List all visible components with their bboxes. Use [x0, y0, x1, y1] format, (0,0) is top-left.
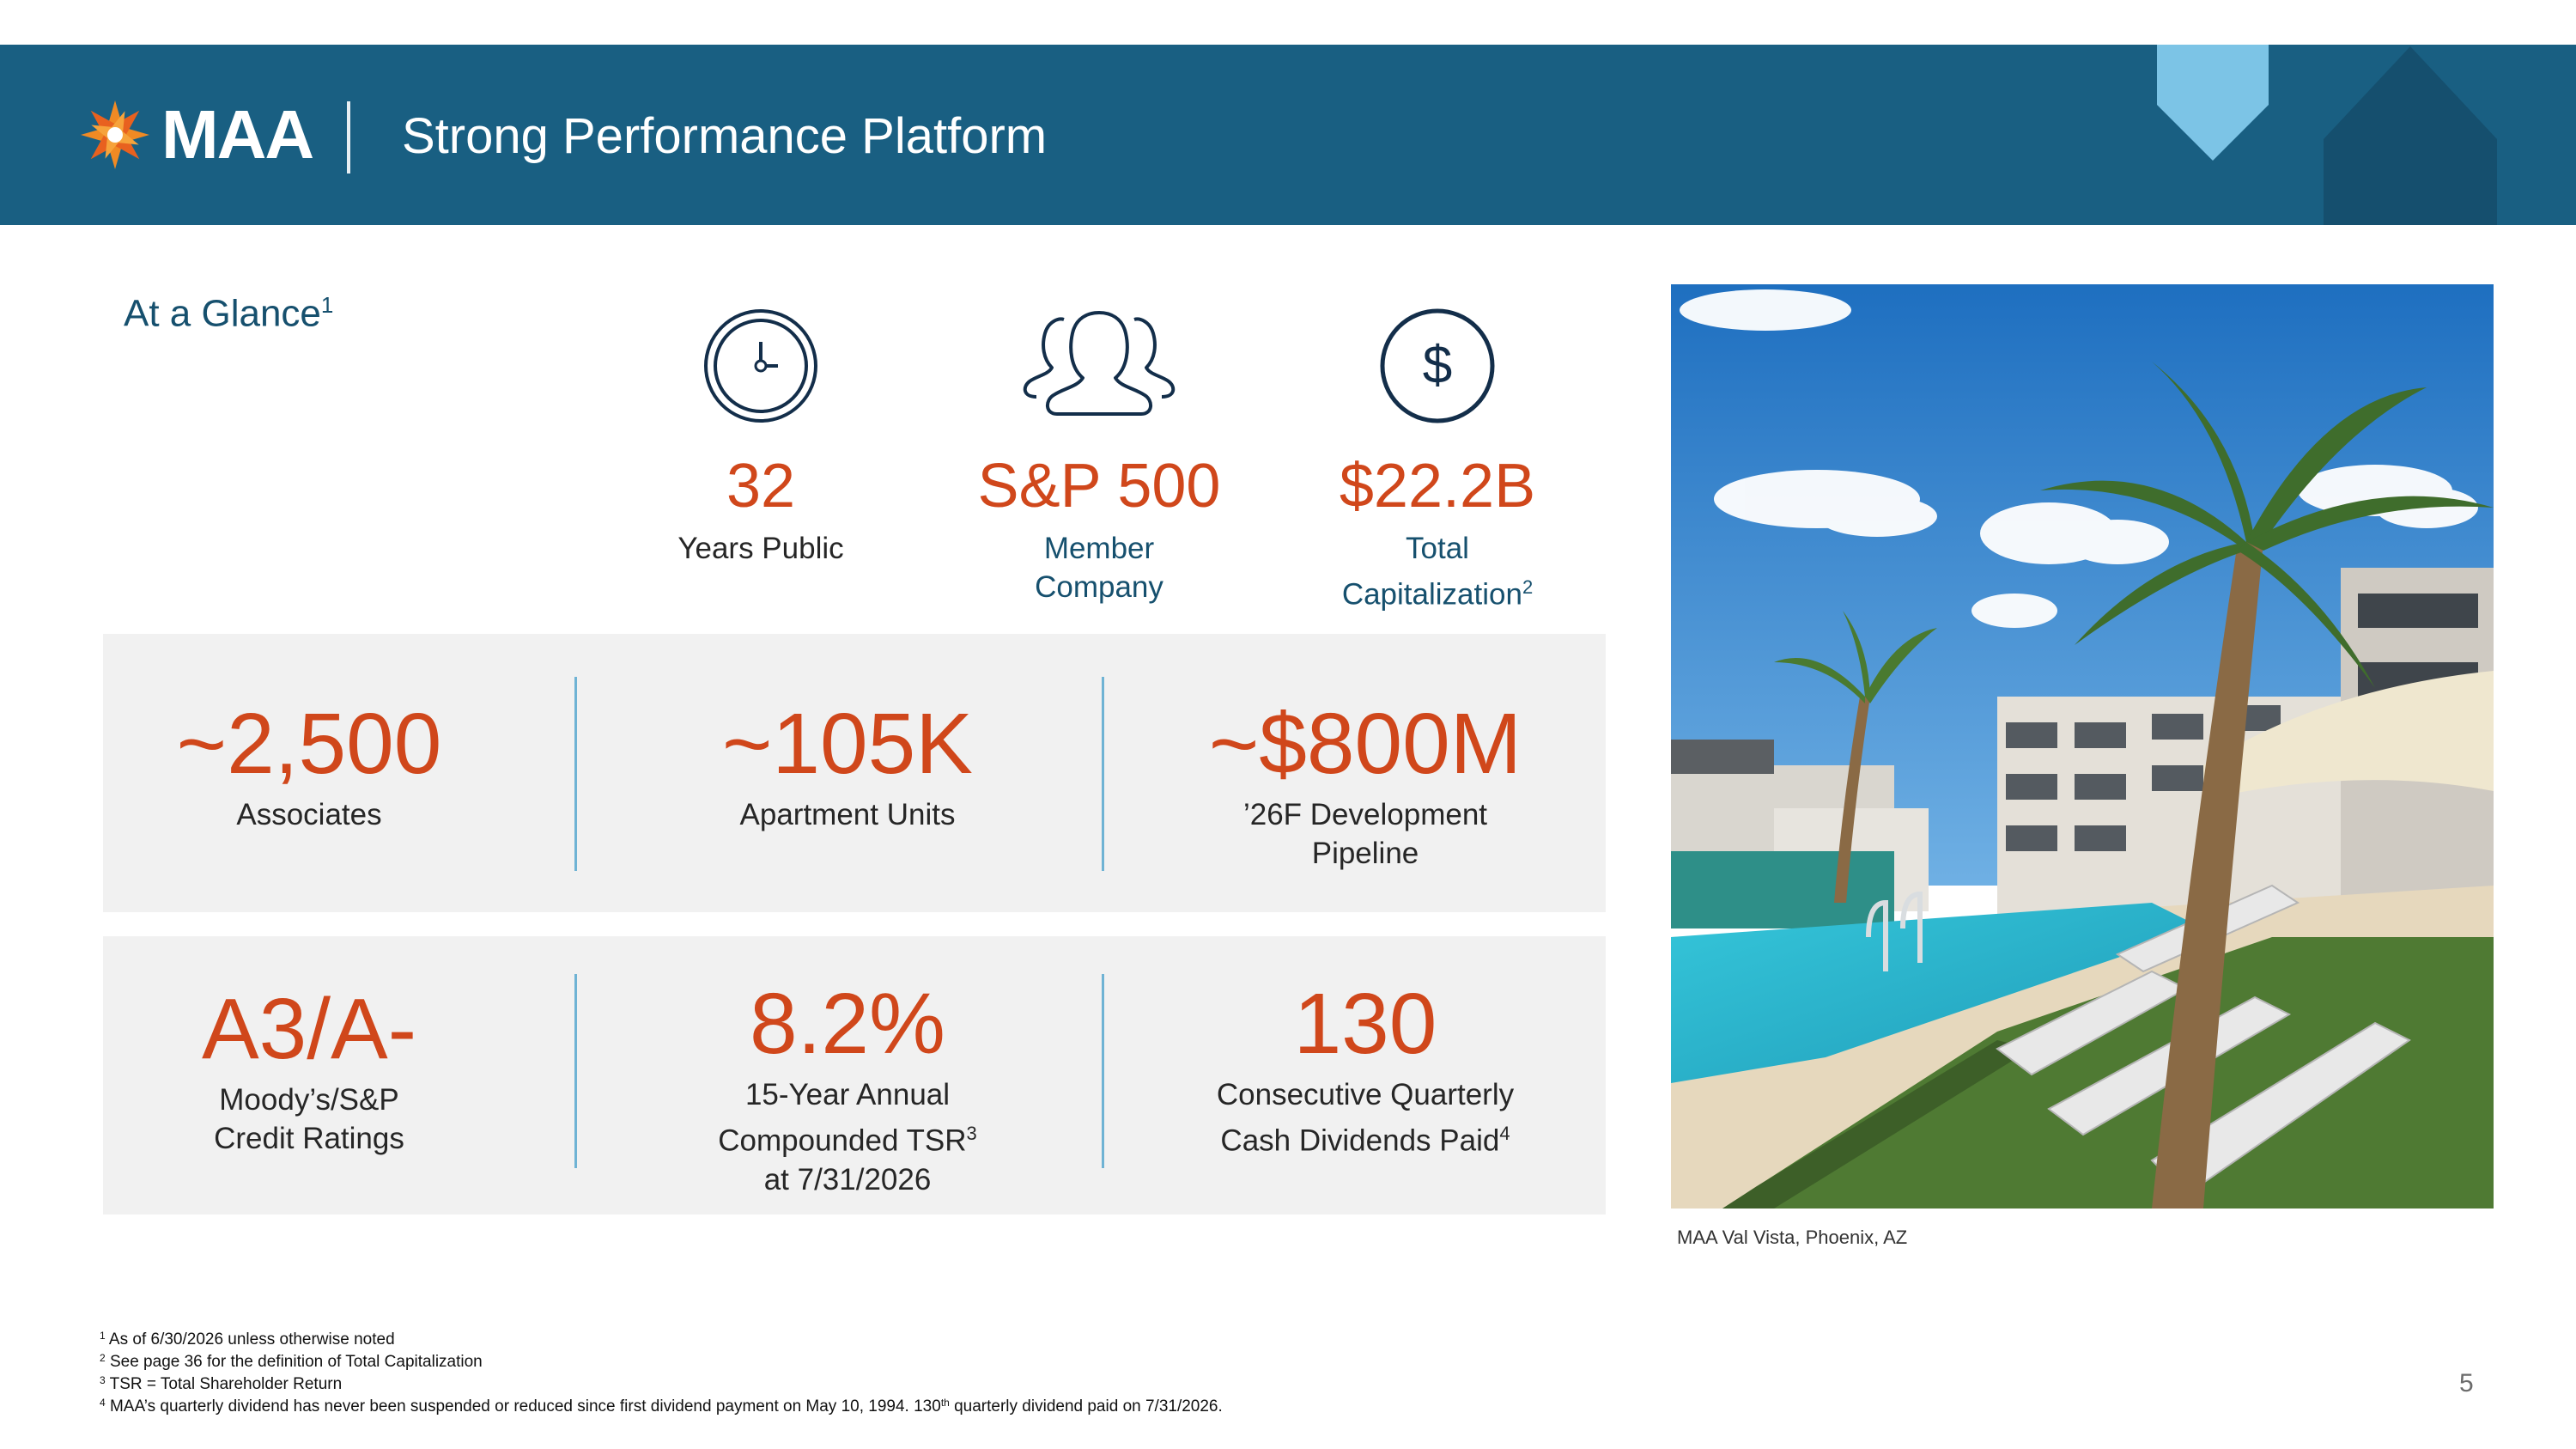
- stats-panel-1: ~2,500 Associates ~105K Apartment Units …: [103, 634, 1606, 912]
- panel-divider: [1102, 974, 1104, 1168]
- header-bar: MAA Strong Performance Platform: [0, 45, 2576, 225]
- footnotes: 1 As of 6/30/2026 unless otherwise noted…: [100, 1329, 1223, 1418]
- house-shape: [2324, 46, 2497, 225]
- footnote: 1 As of 6/30/2026 unless otherwise noted: [100, 1330, 395, 1349]
- maa-logo: MAA: [79, 96, 314, 174]
- metric-label: Member Company: [1035, 532, 1163, 604]
- at-a-glance-heading: At a Glance1: [124, 292, 334, 335]
- stat-apartment-units: ~105K Apartment Units: [722, 696, 973, 831]
- stat-development-pipeline: ~$800M ’26F Development Pipeline: [1208, 696, 1522, 870]
- panel-divider: [574, 974, 577, 1168]
- page-number: 5: [2459, 1369, 2474, 1397]
- photo-caption: MAA Val Vista, Phoenix, AZ: [1677, 1227, 1908, 1248]
- header-divider: [347, 101, 350, 174]
- clock-icon: [704, 309, 817, 423]
- footnote: 2 See page 36 for the definition of Tota…: [100, 1352, 483, 1371]
- stat-credit-ratings: A3/A- Moody’s/S&P Credit Ratings: [201, 981, 417, 1155]
- panel-divider: [1102, 677, 1104, 871]
- metric-sp500: S&P 500 Member Company: [945, 307, 1254, 617]
- maa-star-icon: [81, 100, 149, 169]
- logo-text: MAA: [161, 96, 314, 173]
- light-blue-chevron-shape: [2157, 45, 2269, 161]
- people-icon: [1023, 311, 1176, 416]
- metric-value: S&P 500: [977, 452, 1221, 521]
- stats-panel-2: A3/A- Moody’s/S&P Credit Ratings 8.2% 15…: [103, 936, 1606, 1215]
- panel-divider: [574, 677, 577, 871]
- footnote: 3 TSR = Total Shareholder Return: [100, 1374, 343, 1393]
- stat-associates: ~2,500 Associates: [176, 696, 442, 831]
- metric-label: Total Capitalization2: [1341, 532, 1534, 612]
- svg-text:$: $: [1423, 336, 1452, 395]
- property-photo: [1671, 284, 2494, 1209]
- metric-value: 32: [726, 452, 796, 521]
- stat-tsr: 8.2% 15-Year Annual Compounded TSR3 at 7…: [718, 976, 977, 1196]
- footnote: 4 MAA’s quarterly dividend has never bee…: [100, 1397, 1223, 1416]
- page-title: Strong Performance Platform: [402, 108, 1048, 164]
- dollar-icon: $: [1380, 308, 1495, 423]
- stat-dividends: 130 Consecutive Quarterly Cash Dividends…: [1216, 976, 1515, 1158]
- metric-value: $22.2B: [1339, 452, 1536, 521]
- metric-total-capitalization: $ $22.2B Total Capitalization2: [1283, 307, 1592, 617]
- metric-years-public: 32 Years Public: [606, 307, 915, 617]
- metric-label: Years Public: [677, 532, 844, 565]
